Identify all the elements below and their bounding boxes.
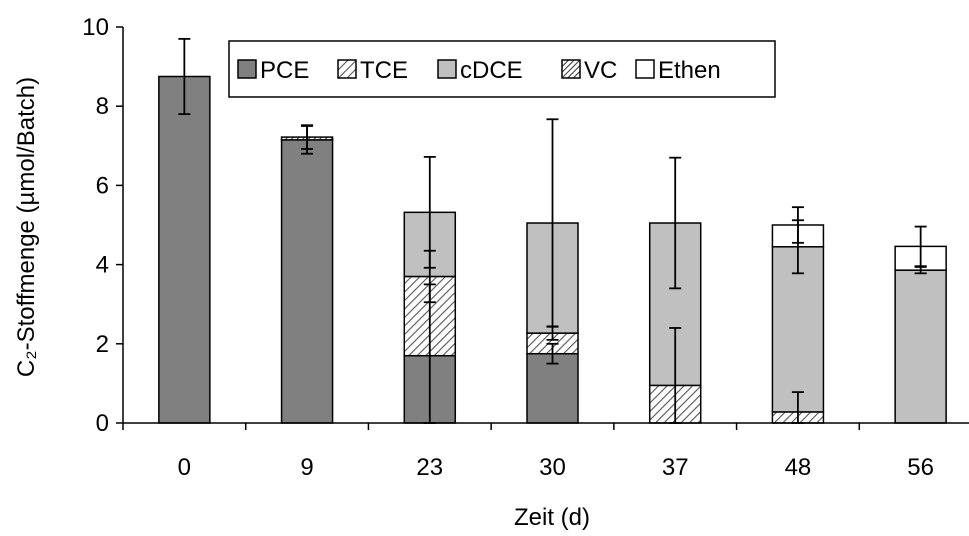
y-tick-label: 10 bbox=[82, 14, 109, 41]
legend-label-cdce: cDCE bbox=[460, 57, 523, 84]
y-tick-label: 6 bbox=[96, 172, 109, 199]
legend-label-tce: TCE bbox=[360, 57, 408, 84]
legend-swatch-tce bbox=[337, 59, 357, 79]
legend-swatch-cdce bbox=[437, 59, 457, 79]
y-tick-label: 4 bbox=[96, 252, 109, 279]
legend-swatch-pce bbox=[237, 59, 257, 79]
bar-segment-pce bbox=[158, 75, 211, 424]
legend-box bbox=[228, 40, 776, 98]
legend-swatch-ethen bbox=[635, 59, 655, 79]
x-tick-label: 30 bbox=[539, 454, 566, 481]
bar-segment-pce bbox=[280, 139, 334, 424]
x-tick-label: 56 bbox=[907, 454, 934, 481]
y-tick-label: 8 bbox=[96, 93, 109, 120]
legend: PCE TCE cDCE VC Ethen bbox=[228, 40, 776, 98]
y-axis-title: C₂-Stoffmenge (µmol/Batch) bbox=[13, 77, 40, 377]
legend-label-ethen: Ethen bbox=[658, 57, 721, 84]
bar-segment-cdce bbox=[771, 246, 825, 413]
x-tick-label: 23 bbox=[416, 454, 443, 481]
bar-segment-pce bbox=[526, 352, 579, 424]
legend-label-vc: VC bbox=[584, 57, 617, 84]
x-tick-label: 9 bbox=[300, 454, 313, 481]
x-tick-label: 0 bbox=[178, 454, 191, 481]
bar-segment-cdce bbox=[894, 269, 947, 424]
x-tick-label: 37 bbox=[662, 454, 689, 481]
x-tick-label: 48 bbox=[785, 454, 812, 481]
bars-layer bbox=[158, 75, 947, 424]
x-axis-title: Zeit (d) bbox=[514, 504, 590, 531]
y-tick-label: 0 bbox=[96, 410, 109, 437]
y-tick-label: 2 bbox=[96, 331, 109, 358]
legend-swatch-vc bbox=[561, 59, 581, 79]
legend-label-pce: PCE bbox=[260, 57, 309, 84]
axes-layer: 0 2 4 6 8 10 0 9 23 30 37 48 56 bbox=[82, 14, 969, 481]
